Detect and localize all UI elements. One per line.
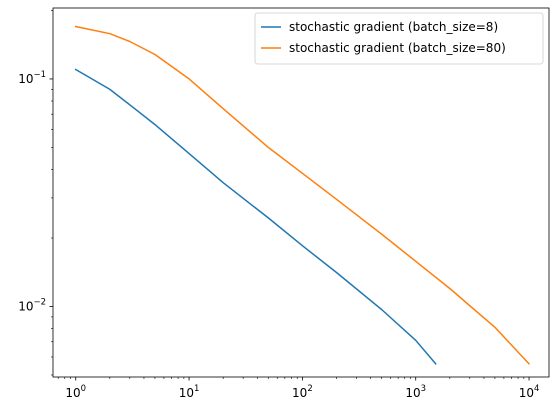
y-tick-label: 10−1 [18, 70, 46, 86]
x-tick-exponent: 2 [307, 384, 312, 394]
x-tick-label: 100 [65, 384, 86, 400]
x-tick-label: 102 [292, 384, 313, 400]
series-line-1 [74, 68, 437, 365]
y-tick-base: 10 [18, 72, 33, 86]
x-tick-base: 10 [292, 386, 307, 400]
x-tick-exponent: 0 [81, 384, 86, 394]
plot-frame [52, 7, 550, 378]
x-tick-label: 101 [179, 384, 200, 400]
x-tick-label: 104 [519, 384, 540, 400]
series-line-2 [74, 25, 531, 365]
y-tick-exponent: −1 [33, 70, 46, 80]
x-tick-exponent: 3 [421, 384, 426, 394]
legend-label-2: stochastic gradient (batch_size=80) [289, 41, 506, 55]
x-tick-base: 10 [519, 386, 534, 400]
y-tick-base: 10 [18, 300, 33, 314]
x-tick-base: 10 [65, 386, 80, 400]
x-tick-base: 10 [179, 386, 194, 400]
x-tick-exponent: 4 [534, 384, 539, 394]
x-tick-label: 103 [405, 384, 426, 400]
x-tick-base: 10 [405, 386, 420, 400]
x-tick-exponent: 1 [194, 384, 199, 394]
plot-area [53, 8, 549, 377]
series-layer [74, 25, 531, 365]
y-tick-label: 10−2 [18, 298, 46, 314]
y-tick-exponent: −2 [33, 298, 46, 308]
legend-box [254, 12, 544, 65]
legend-label-1: stochastic gradient (batch_size=8) [289, 20, 498, 34]
legend: stochastic gradient (batch_size=8)stocha… [254, 12, 544, 65]
